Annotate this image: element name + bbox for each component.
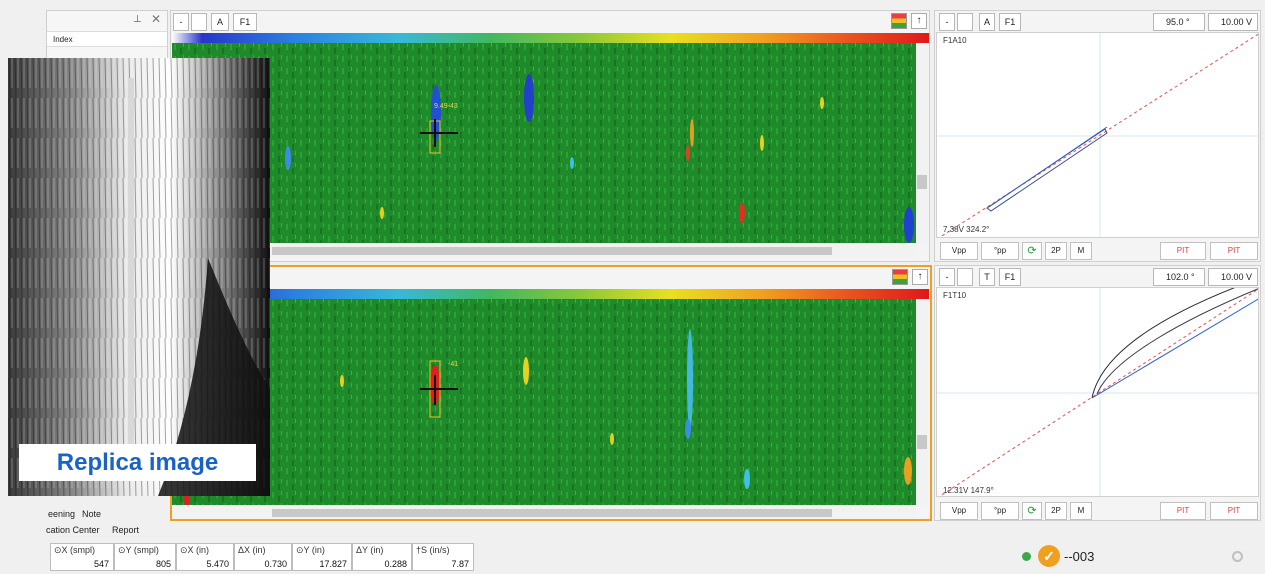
meas-head: ⊙Y (smpl): [118, 545, 159, 555]
phase-pp-button[interactable]: °pp: [981, 502, 1019, 520]
index-header[interactable]: Index: [47, 31, 167, 47]
meas-value: 5.470: [206, 559, 229, 569]
replica-label: Replica image: [19, 444, 256, 481]
pit-button-1[interactable]: PIT: [1160, 502, 1206, 520]
cscan-top-vscroll[interactable]: [916, 43, 928, 243]
liss-top-minus-button[interactable]: -: [939, 13, 955, 31]
meas-value: 805: [155, 559, 171, 569]
liss-bottom-title: F1T10: [943, 291, 967, 300]
cscan-bottom-vscroll[interactable]: [916, 299, 928, 505]
meas-value: 547: [93, 559, 109, 569]
tab-location-center[interactable]: cation Center: [46, 525, 100, 535]
vpp-button[interactable]: Vpp: [940, 502, 978, 520]
meas-value: 17.827: [319, 559, 347, 569]
liss-bottom-channel-button[interactable]: T: [979, 268, 995, 286]
indication-label-bottom: -41: [448, 361, 459, 368]
measurement-x-in: ⊙X (in) 5.470: [176, 543, 234, 571]
check-circle-icon: ✓: [1038, 545, 1060, 567]
pin-icon[interactable]: ⊥: [133, 14, 142, 25]
liss-top-channel-button[interactable]: A: [979, 13, 995, 31]
cscan-top-vscroll-thumb[interactable]: [917, 175, 927, 189]
meas-value: 0.288: [384, 559, 407, 569]
liss-top-readout: 7.38V 324.2°: [943, 225, 990, 234]
toolbar-minus-button[interactable]: -: [173, 13, 189, 31]
replica-image: [8, 58, 270, 496]
liss-bottom-blank-button[interactable]: [957, 268, 973, 286]
index-label: Index: [53, 35, 73, 44]
liss-bottom-frequency-button[interactable]: F1: [999, 268, 1021, 286]
cscan-bottom-vscroll-thumb[interactable]: [917, 435, 927, 449]
pit-button-2[interactable]: PIT: [1210, 502, 1258, 520]
toolbar-frequency-button[interactable]: F1: [233, 13, 257, 31]
meas-head: †S (in/s): [416, 545, 450, 555]
toolbar-blank-button[interactable]: [191, 13, 207, 31]
side-panel: ⊥ ✕ Index: [46, 10, 168, 60]
pin-up-icon[interactable]: ↑: [911, 13, 927, 29]
cscan-signal-top: [172, 43, 916, 243]
liss-top-blank-button[interactable]: [957, 13, 973, 31]
cscan-image-top[interactable]: 9.49-43: [172, 43, 916, 243]
measurement-delta-y: ΔY (in) 0.288: [352, 543, 412, 571]
status-text: --003: [1064, 549, 1095, 564]
color-scale-top: [172, 33, 929, 43]
phase-pp-button[interactable]: °pp: [981, 242, 1019, 260]
liss-top-title: F1A10: [943, 36, 967, 45]
tab-note[interactable]: Note: [82, 509, 102, 519]
pit-button-1[interactable]: PIT: [1160, 242, 1206, 260]
measurement-x-smpl: ⊙X (smpl) 547: [50, 543, 114, 571]
lissajous-trace-top: [937, 33, 1258, 237]
refresh-icon[interactable]: ⟳: [1022, 242, 1042, 260]
tab-report[interactable]: Report: [112, 525, 140, 535]
measurement-delta-x: ΔX (in) 0.730: [234, 543, 292, 571]
indication-label-top: 9.49-43: [434, 103, 458, 110]
meas-head: ΔY (in): [356, 545, 384, 555]
replica-photo: [8, 58, 270, 496]
cscan-top-hscroll-thumb[interactable]: [272, 247, 832, 255]
green-dot-icon: [1022, 552, 1031, 561]
liss-bottom-span-field[interactable]: 10.00 V: [1208, 268, 1258, 286]
cscan-signal-bottom: [172, 299, 916, 505]
cscan-top-hscroll[interactable]: [172, 245, 916, 257]
pin-up-icon[interactable]: ↑: [912, 269, 928, 285]
close-icon[interactable]: ✕: [151, 12, 162, 26]
toolbar-channel-a-button[interactable]: A: [211, 13, 229, 31]
2p-button[interactable]: 2P: [1045, 502, 1067, 520]
tab-screening[interactable]: eening: [48, 509, 76, 519]
color-scale-bottom: [172, 289, 929, 299]
measurement-y-smpl: ⊙Y (smpl) 805: [114, 543, 176, 571]
meas-value: 7.87: [451, 559, 469, 569]
vpp-button[interactable]: Vpp: [940, 242, 978, 260]
pit-button-2[interactable]: PIT: [1210, 242, 1258, 260]
liss-bottom-rotation-field[interactable]: 102.0 °: [1153, 268, 1205, 286]
measurement-speed: †S (in/s) 7.87: [412, 543, 474, 571]
meas-head: ⊙X (in): [180, 545, 210, 555]
lissajous-plot-top[interactable]: F1A10 7.38V 324.2°: [936, 32, 1259, 238]
liss-bottom-minus-button[interactable]: -: [939, 268, 955, 286]
2p-button[interactable]: 2P: [1045, 242, 1067, 260]
m-button[interactable]: M: [1070, 242, 1092, 260]
cscan-image-bottom[interactable]: -41: [172, 299, 916, 505]
cscan-bottom-hscroll-thumb[interactable]: [272, 509, 832, 517]
measurement-y-in: ⊙Y (in) 17.827: [292, 543, 352, 571]
liss-top-rotation-field[interactable]: 95.0 °: [1153, 13, 1205, 31]
settings-circle-icon[interactable]: [1232, 551, 1243, 562]
liss-top-span-field[interactable]: 10.00 V: [1208, 13, 1258, 31]
meas-head: ⊙Y (in): [296, 545, 325, 555]
lissajous-plot-bottom[interactable]: F1T10 12.31V 147.9°: [936, 287, 1259, 497]
cscan-bottom-hscroll[interactable]: [172, 507, 916, 519]
meas-value: 0.730: [264, 559, 287, 569]
refresh-icon[interactable]: ⟳: [1022, 502, 1042, 520]
meas-head: ⊙X (smpl): [54, 545, 96, 555]
meas-head: ΔX (in): [238, 545, 266, 555]
liss-top-frequency-button[interactable]: F1: [999, 13, 1021, 31]
liss-bottom-readout: 12.31V 147.9°: [943, 486, 994, 495]
palette-icon[interactable]: [892, 269, 908, 285]
lissajous-trace-bottom: [937, 288, 1258, 496]
palette-icon[interactable]: [891, 13, 907, 29]
m-button[interactable]: M: [1070, 502, 1092, 520]
